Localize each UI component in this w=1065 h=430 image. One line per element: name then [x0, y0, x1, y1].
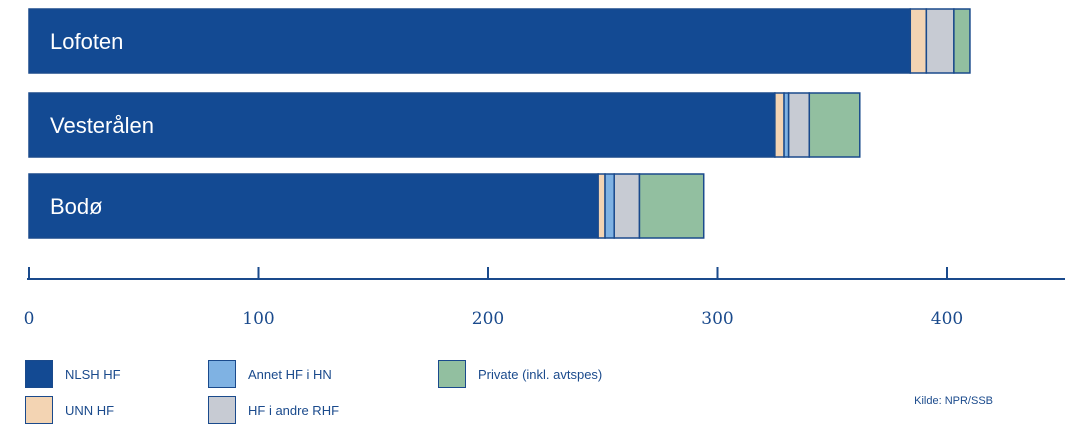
legend-label-unn-hf: UNN HF [65, 402, 115, 418]
bar-segment-lofoten-hf-i-andre-rhf [925, 8, 955, 74]
bar-segment-lofoten-nlsh-hf [28, 8, 912, 74]
bar-segment-bod-annet-hf-i-hn [604, 173, 615, 239]
bar-segment-vester-len-private-inkl-avtspes [808, 92, 861, 158]
bar-segment-bod-nlsh-hf [28, 173, 599, 239]
legend-item-unn-hf: UNN HF [25, 396, 114, 424]
bar-segment-vester-len-nlsh-hf [28, 92, 776, 158]
legend-swatch-nlsh-hf [25, 360, 53, 388]
category-label-lofoten: Lofoten [50, 29, 123, 54]
source-note: Kilde: NPR/SSB [914, 395, 993, 407]
category-label-vester-len: Vesterålen [50, 113, 154, 138]
x-tick-label-200: 200 [472, 309, 504, 329]
legend-item-nlsh-hf: NLSH HF [25, 360, 121, 388]
category-label-bod: Bodø [50, 194, 103, 219]
x-tick-label-300: 300 [701, 309, 733, 329]
legend-item-annet-hf-i-hn: Annet HF i HN [208, 360, 332, 388]
legend-item-hf-i-andre-rhf: HF i andre RHF [208, 396, 339, 424]
bar-segment-lofoten-unn-hf [909, 8, 928, 74]
legend-swatch-annet-hf-i-hn [208, 360, 236, 388]
bar-segment-lofoten-private-inkl-avtspes [953, 8, 971, 74]
legend-label-annet-hf-i-hn: Annet HF i HN [248, 366, 332, 382]
legend-label-hf-i-andre-rhf: HF i andre RHF [248, 402, 340, 418]
legend-item-private: Private (inkl. avtspes) [438, 360, 602, 388]
x-tick-label-0: 0 [24, 309, 35, 329]
stacked-bar-chart: Lofoten Vesterålen Bodø 0 100 200 300 400 [24, 8, 1065, 329]
bar-segment-bod-unn-hf [597, 173, 606, 239]
legend-label-private: Private (inkl. avtspes) [478, 366, 603, 382]
bar-segment-bod-hf-i-andre-rhf [613, 173, 641, 239]
bar-segment-vester-len-unn-hf [774, 92, 785, 158]
x-tick-label-400: 400 [931, 309, 963, 329]
bar-segment-bod-private-inkl-avtspes [638, 173, 705, 239]
legend-label-nlsh-hf: NLSH HF [65, 366, 121, 382]
x-tick-label-100: 100 [242, 309, 274, 329]
legend-swatch-unn-hf [25, 396, 53, 424]
bar-segment-vester-len-hf-i-andre-rhf [787, 92, 811, 158]
legend-swatch-hf-i-andre-rhf [208, 396, 236, 424]
legend-swatch-private [438, 360, 466, 388]
